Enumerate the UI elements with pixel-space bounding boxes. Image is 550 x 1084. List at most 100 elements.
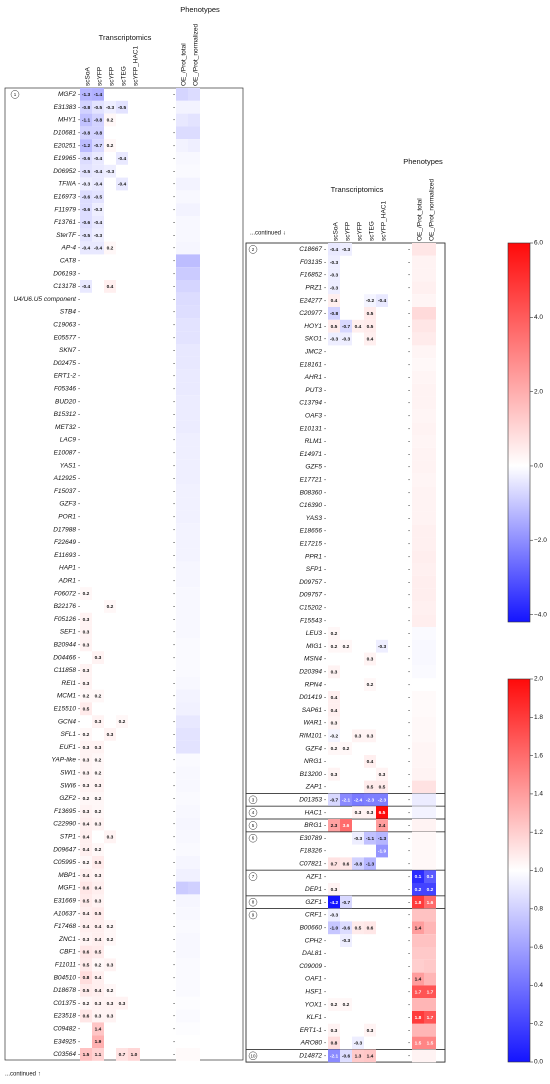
expression-value: -0.4 (94, 220, 103, 226)
separator: - (408, 310, 410, 317)
expression-value: -2.1 (342, 797, 351, 803)
separator: - (324, 976, 326, 983)
separator: - (173, 1051, 175, 1058)
separator: - (173, 898, 175, 905)
expression-cell (92, 1009, 104, 1023)
colorbar-tick-label: 0.0 (534, 463, 543, 470)
separator: - (173, 322, 175, 329)
expression-value: -2.3 (378, 797, 387, 803)
separator: - (173, 258, 175, 265)
column-header: scYFP_HAC1 (381, 201, 388, 241)
expression-cell (364, 831, 376, 845)
phenotype-cell (176, 433, 188, 447)
expression-value: 0.4 (95, 924, 102, 930)
separator: - (408, 669, 410, 676)
phenotype-cell (188, 868, 200, 882)
separator: - (173, 782, 175, 789)
phenotype-value: 1.8 (415, 1015, 422, 1021)
phenotype-cell (176, 843, 188, 856)
phenotype-cell (188, 971, 200, 984)
phenotype-cell (424, 678, 436, 691)
expression-value: -0.2 (366, 298, 375, 304)
expression-cell (80, 177, 92, 191)
gene-label: E18656 (300, 528, 323, 535)
expression-cell (80, 779, 92, 792)
separator: - (173, 181, 175, 188)
expression-value: 0.2 (331, 746, 338, 752)
column-header: scYFP (109, 67, 116, 86)
expression-cell (80, 984, 92, 997)
expression-value: 1.5 (83, 1052, 90, 1058)
colorbar-tick-label: 1.6 (534, 752, 543, 759)
phenotype-cell (188, 600, 200, 613)
expression-value: -0.3 (330, 273, 339, 279)
separator: - (78, 386, 80, 393)
phenotype-cell (188, 766, 200, 780)
group-number: 10 (250, 1053, 256, 1058)
separator: - (78, 296, 80, 303)
column-header: OE_/Prot_total (181, 43, 188, 86)
expression-cell (352, 857, 364, 871)
gene-label: D17988 (53, 526, 76, 533)
separator: - (408, 451, 410, 458)
expression-cell (92, 804, 104, 818)
expression-value: 0.3 (83, 770, 90, 776)
gene-label: C05995 (53, 859, 76, 866)
expression-value: 0.2 (107, 246, 114, 252)
expression-value: 0.3 (95, 1014, 102, 1020)
phenotype-cell (424, 588, 436, 602)
expression-cell (80, 113, 92, 127)
phenotype-cell (412, 921, 424, 935)
separator: - (408, 592, 410, 599)
expression-value: -0.3 (354, 836, 363, 842)
expression-cell (104, 600, 116, 613)
expression-cell (92, 753, 104, 767)
phenotype-cell (188, 267, 200, 280)
expression-cell (376, 793, 388, 807)
gene-label: D20394 (299, 669, 322, 676)
separator: - (78, 283, 80, 290)
phenotype-cell (424, 742, 436, 755)
separator: - (408, 643, 410, 650)
phenotype-cell (176, 561, 188, 575)
expression-value: 0.2 (83, 796, 90, 802)
phenotype-cell (188, 587, 200, 600)
expression-value: -0.8 (94, 130, 103, 136)
expression-value: 0.2 (331, 644, 338, 650)
colorbar-tick-label: 1.8 (534, 714, 543, 721)
expression-cell (92, 1022, 104, 1036)
phenotype-cell (188, 817, 200, 831)
expression-value: 0.3 (95, 745, 102, 751)
expression-value: 0.7 (119, 1052, 126, 1058)
phenotype-cell (188, 241, 200, 255)
expression-cell (80, 152, 92, 165)
phenotype-cell (176, 113, 188, 127)
expression-value: 0.4 (331, 708, 338, 714)
expression-value: 0.6 (367, 925, 374, 931)
separator: - (78, 475, 80, 482)
expression-value: -0.8 (82, 130, 91, 136)
separator: - (78, 578, 80, 585)
phenotypes-header: Phenotypes (180, 5, 220, 14)
gene-label: C22990 (53, 821, 76, 828)
phenotype-cell (188, 1009, 200, 1023)
gene-label: E17215 (300, 541, 323, 548)
phenotype-cell (176, 587, 188, 600)
gene-label: PRZ1 (305, 285, 322, 292)
expression-cell (364, 307, 376, 320)
expression-value: 0.2 (107, 118, 114, 124)
expression-cell (92, 88, 104, 101)
gene-label: F06072 (54, 590, 76, 597)
phenotype-cell (176, 139, 188, 152)
expression-value: 0.2 (95, 962, 102, 968)
phenotype-cell (412, 806, 424, 819)
separator: - (408, 707, 410, 714)
separator: - (173, 770, 175, 777)
separator: - (408, 1040, 410, 1047)
gene-label: YAP-like (51, 757, 76, 764)
expression-cell (92, 945, 104, 959)
expression-cell (116, 177, 128, 191)
separator: - (173, 347, 175, 354)
